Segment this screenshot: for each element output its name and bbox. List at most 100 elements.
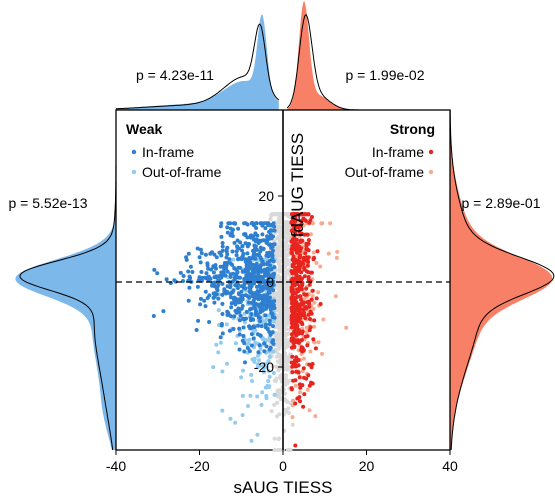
data-point — [286, 411, 291, 416]
data-point — [293, 383, 298, 388]
data-point — [218, 340, 223, 345]
data-point — [217, 250, 222, 255]
data-point — [283, 397, 288, 402]
data-point — [304, 286, 309, 291]
axis-ticks — [115, 195, 451, 455]
data-point — [307, 300, 312, 304]
data-point — [277, 343, 282, 348]
data-point — [266, 368, 271, 373]
legend-strong: Strong In-frame Out-of-frame — [345, 121, 435, 180]
data-point — [274, 254, 279, 259]
data-point — [294, 272, 299, 277]
data-point — [247, 349, 252, 354]
data-point — [297, 284, 302, 289]
data-point — [286, 365, 291, 370]
data-point — [244, 309, 249, 314]
data-point — [307, 408, 312, 413]
data-point — [302, 297, 307, 302]
data-point — [240, 304, 245, 308]
data-point — [289, 313, 294, 318]
scatter-points — [151, 212, 349, 452]
data-point — [271, 341, 276, 346]
data-point — [262, 293, 267, 298]
data-point — [226, 221, 231, 226]
data-point — [268, 345, 273, 350]
data-point — [284, 294, 289, 299]
data-point — [270, 212, 275, 217]
data-point — [268, 252, 273, 257]
data-point — [240, 393, 245, 398]
data-point — [300, 322, 305, 327]
data-point — [270, 364, 275, 369]
data-point — [267, 322, 272, 327]
data-point — [289, 360, 294, 365]
data-point — [258, 310, 263, 315]
data-point — [314, 261, 319, 265]
data-point — [291, 344, 296, 349]
data-point — [299, 287, 304, 292]
data-point — [216, 308, 221, 313]
data-point — [214, 286, 219, 291]
data-point — [235, 245, 240, 250]
data-point — [295, 225, 300, 230]
data-point — [306, 260, 311, 264]
data-point — [293, 260, 298, 265]
data-point — [190, 270, 195, 274]
data-point — [161, 309, 166, 314]
data-point — [220, 244, 225, 249]
data-point — [207, 320, 212, 324]
data-point — [205, 296, 210, 300]
data-point — [277, 229, 282, 234]
data-point — [216, 350, 221, 355]
y-tick-label: -20 — [254, 359, 274, 375]
data-point — [308, 218, 313, 223]
data-point — [218, 224, 223, 229]
data-point — [214, 266, 218, 271]
data-point — [199, 251, 204, 256]
data-point — [286, 229, 291, 234]
data-point — [297, 266, 302, 271]
data-point — [255, 394, 260, 399]
data-point — [231, 257, 236, 262]
data-point — [234, 249, 239, 254]
data-point — [314, 296, 319, 301]
data-point — [197, 255, 202, 260]
data-point — [228, 416, 233, 421]
data-point — [240, 248, 244, 253]
data-point — [307, 282, 312, 287]
data-point — [253, 256, 258, 261]
data-point — [276, 368, 281, 373]
data-point — [306, 373, 311, 378]
data-point — [285, 260, 290, 265]
data-point — [303, 218, 308, 223]
data-point — [302, 375, 306, 380]
data-point — [304, 255, 309, 260]
data-point — [333, 294, 338, 299]
top-strong-density — [287, 1, 450, 111]
data-point — [267, 259, 272, 264]
right-strong-density — [450, 110, 553, 450]
data-point — [254, 312, 259, 317]
data-point — [203, 304, 208, 309]
data-point — [306, 241, 311, 246]
data-point — [270, 300, 274, 304]
data-point — [269, 267, 274, 271]
data-point — [222, 263, 226, 268]
data-point — [212, 300, 217, 305]
legend-weak-in-frame-marker — [131, 149, 137, 155]
data-point — [255, 264, 260, 269]
data-point — [312, 318, 317, 323]
data-point — [237, 347, 242, 352]
data-point — [233, 283, 238, 288]
data-point — [316, 290, 321, 295]
data-point — [277, 282, 282, 287]
data-point — [259, 324, 264, 329]
data-point — [220, 408, 225, 413]
data-point — [223, 273, 228, 278]
data-point — [283, 220, 288, 225]
data-point — [260, 232, 265, 237]
data-point — [244, 267, 248, 271]
data-point — [236, 275, 241, 280]
data-point — [257, 358, 261, 363]
data-point — [335, 249, 340, 254]
